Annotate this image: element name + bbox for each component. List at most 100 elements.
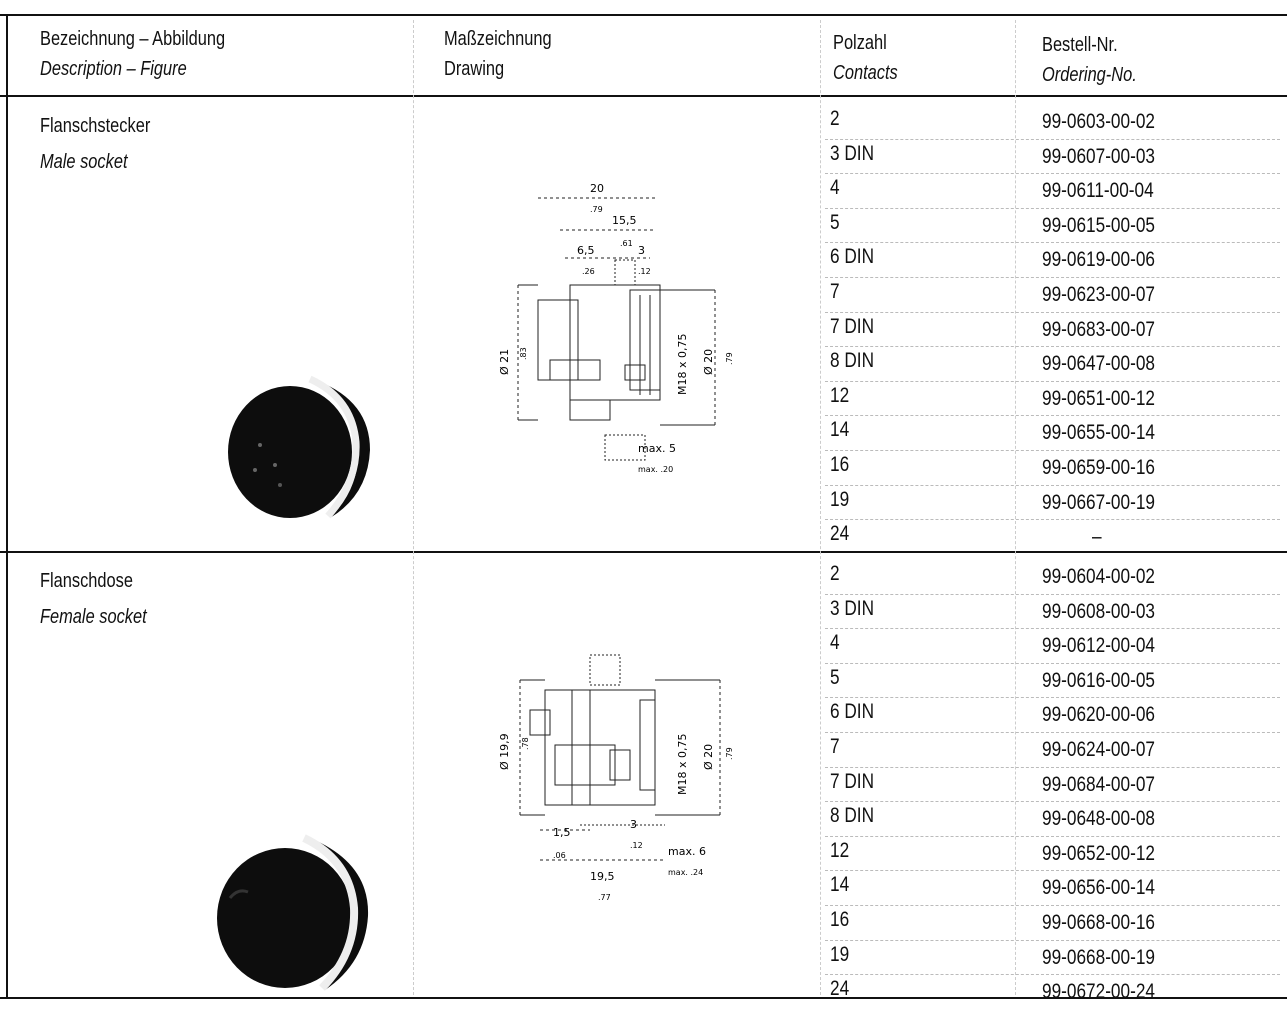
thread-size: M18 x 0,75: [676, 334, 689, 395]
table-row: 6 DIN 99-0620-00-06: [830, 697, 1280, 732]
table-row: 16 99-0659-00-16: [830, 450, 1280, 485]
table-row: 19 99-0668-00-19: [830, 940, 1280, 975]
order-cell: 99-0624-00-07: [1042, 737, 1155, 761]
row-separator: [825, 450, 1280, 451]
contacts-cell: 16: [830, 452, 850, 476]
dia-78: .78: [521, 737, 530, 750]
order-cell: 99-0668-00-16: [1042, 910, 1155, 934]
order-cell: 99-0672-00-24: [1042, 980, 1155, 1004]
male-socket-drawing: 20 .79 15,5 .61 6,5 .26 3 .12 Ø 21 .83 M…: [498, 182, 734, 474]
dim-19-5: 19,5: [590, 870, 615, 883]
row-separator: [825, 207, 1280, 209]
max-6: max. 6: [668, 845, 706, 858]
contacts-cell: 8 DIN: [830, 804, 875, 828]
contacts-cell: 7 DIN: [830, 769, 875, 793]
row-separator: [825, 415, 1280, 417]
row-separator: [825, 974, 1280, 976]
order-cell: 99-0647-00-08: [1042, 352, 1155, 376]
header-ordering-en: Ordering-No.: [1042, 64, 1137, 86]
order-cell: 99-0656-00-14: [1042, 876, 1155, 900]
row-separator: [825, 905, 1280, 906]
table-row: 14 99-0656-00-14: [830, 870, 1280, 905]
dim-1-5: 1,5: [553, 826, 571, 839]
order-cell: 99-0684-00-07: [1042, 772, 1155, 796]
max-24: max. .24: [668, 868, 703, 877]
order-cell: 99-0615-00-05: [1042, 213, 1155, 237]
table-row: 12 99-0652-00-12: [830, 836, 1280, 871]
row-separator: [825, 870, 1280, 872]
order-cell: 99-0683-00-07: [1042, 317, 1155, 341]
dim-6-5: 6,5: [577, 244, 595, 257]
row-separator: [825, 311, 1280, 313]
contacts-cell: 7: [830, 279, 840, 303]
contacts-cell: 12: [830, 383, 850, 407]
order-cell: 99-0616-00-05: [1042, 668, 1155, 692]
header-description-en: Description – Figure: [40, 58, 187, 80]
row-separator: [825, 138, 1280, 140]
dia-20: Ø 20: [702, 349, 715, 375]
section-title-de: Flanschdose: [40, 570, 133, 592]
row-separator: [825, 801, 1280, 803]
table-row: 24 –: [830, 519, 1280, 554]
contacts-cell: 16: [830, 907, 850, 931]
male-socket-photo: [228, 375, 370, 519]
bottom-rule: [0, 997, 1287, 999]
table-row: 19 99-0667-00-19: [830, 485, 1280, 520]
female-socket-rows: 2 99-0604-00-02 3 DIN 99-0608-00-03 4 99-06…: [830, 559, 1280, 1009]
row-separator: [825, 697, 1280, 699]
header-rule: [0, 95, 1287, 97]
contacts-cell: 5: [830, 665, 840, 689]
table-row: 7 99-0624-00-07: [830, 732, 1280, 767]
table-row: 4 99-0612-00-04: [830, 628, 1280, 663]
header-ordering: Bestell-Nr. Ordering-No.: [1042, 30, 1158, 90]
female-socket-photo: [217, 834, 369, 991]
order-cell: 99-0620-00-06: [1042, 703, 1155, 727]
row-separator: [825, 519, 1280, 521]
order-cell: 99-0651-00-12: [1042, 386, 1155, 410]
contacts-cell: 7 DIN: [830, 314, 875, 338]
table-row: 6 DIN 99-0619-00-06: [830, 242, 1280, 277]
contacts-cell: 4: [830, 176, 840, 200]
order-cell: 99-0667-00-19: [1042, 490, 1155, 514]
order-cell: 99-0607-00-03: [1042, 144, 1155, 168]
order-cell: 99-0652-00-12: [1042, 841, 1155, 865]
order-cell: 99-0604-00-02: [1042, 565, 1155, 588]
top-rule: [0, 14, 1287, 16]
table-row: 8 DIN 99-0648-00-08: [830, 801, 1280, 836]
dim-06: .06: [553, 851, 566, 860]
dia-20: Ø 20: [702, 744, 715, 770]
dia-19-9: Ø 19,9: [498, 733, 511, 770]
header-description: Bezeichnung – Abbildung Description – Fi…: [40, 24, 266, 84]
table-row: 14 99-0655-00-14: [830, 415, 1280, 450]
header-drawing: Maßzeichnung Drawing: [444, 24, 575, 84]
row-separator: [825, 766, 1280, 768]
section-title-en: Male socket: [40, 151, 128, 173]
row-separator: [825, 593, 1280, 595]
column-divider-1: [413, 20, 414, 995]
dim-20: 20: [590, 182, 604, 195]
row-separator: [825, 484, 1280, 486]
section-divider: [0, 551, 1287, 553]
order-cell: 99-0648-00-08: [1042, 807, 1155, 831]
dim-79: .79: [590, 205, 603, 214]
header-description-de: Bezeichnung – Abbildung: [40, 28, 226, 50]
contacts-cell: 24: [830, 977, 850, 1001]
dim-3: 3: [630, 818, 637, 831]
table-row: 12 99-0651-00-12: [830, 381, 1280, 416]
table-row: 7 DIN 99-0684-00-07: [830, 767, 1280, 802]
order-cell: 99-0659-00-16: [1042, 455, 1155, 479]
row-separator: [825, 939, 1280, 941]
order-cell: 99-0611-00-04: [1042, 179, 1154, 203]
table-row: 2 99-0603-00-02: [830, 104, 1280, 139]
dia-83: .83: [519, 347, 528, 360]
female-socket-drawing: Ø 19,9 .78 M18 x 0,75 Ø 20 .79 1,5 .06 3…: [498, 654, 734, 902]
order-cell: 99-0623-00-07: [1042, 282, 1155, 306]
contacts-cell: 14: [830, 418, 850, 442]
dim-15-5: 15,5: [612, 214, 637, 227]
dia-79: .79: [725, 747, 734, 760]
thread-size: M18 x 0,75: [676, 734, 689, 795]
row-separator: [825, 628, 1280, 630]
male-socket-rows: 2 99-0603-00-02 3 DIN 99-0607-00-03 4 99-06…: [830, 104, 1280, 554]
dia-21: Ø 21: [498, 349, 511, 375]
order-cell: 99-0655-00-14: [1042, 421, 1155, 445]
